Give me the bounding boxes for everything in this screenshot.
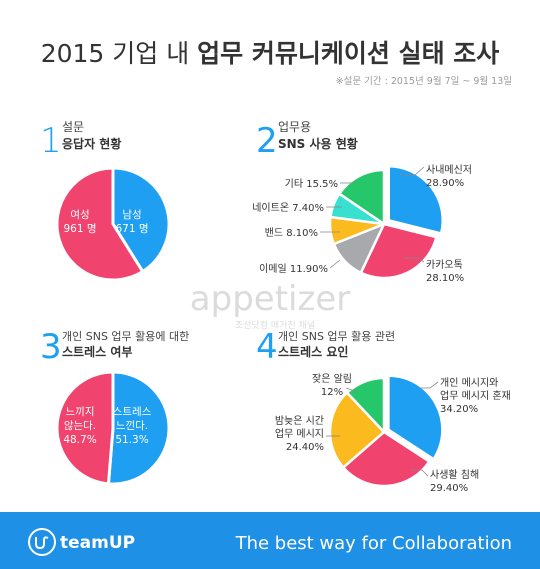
section-3-number: 3 bbox=[40, 327, 62, 367]
stress-inside-label: 51.3% bbox=[115, 434, 148, 446]
section-3-line2: 스트레스 여부 bbox=[62, 344, 132, 359]
slice-label: 업무 메시지 bbox=[275, 427, 324, 440]
slice-label: 사내메신저 bbox=[426, 164, 472, 176]
leader-line bbox=[400, 166, 425, 176]
slice-value: 28.10% bbox=[426, 273, 464, 284]
slice-label: 밤늦은 시간 bbox=[275, 415, 324, 427]
stress-pie-slice-0 bbox=[106, 370, 171, 486]
section-3-heading: 3 개인 SNS 업무 활용에 대한 스트레스 여부 bbox=[40, 327, 189, 367]
respondents-inside-label: 여성 bbox=[70, 209, 89, 221]
slice-label-nateon: 네이트온 7.40% bbox=[252, 202, 324, 214]
watermark-sub: 조선닷컴 매거진 채널 bbox=[235, 319, 315, 331]
respondents-pie-slice-1 bbox=[55, 166, 145, 282]
sns-pie-slice-5 bbox=[338, 168, 386, 226]
slice-label-band: 밴드 8.10% bbox=[265, 227, 318, 239]
slice-label: 잦은 알림 bbox=[312, 373, 352, 385]
slice-label-etc: 기타 15.5% bbox=[285, 178, 338, 190]
section-4-line2: 스트레스 요인 bbox=[278, 344, 348, 359]
watermark: appetizer 조선닷컴 매거진 채널 bbox=[190, 279, 350, 331]
slice-label: 카카오톡 bbox=[426, 259, 463, 271]
sns-pie-slice-0 bbox=[387, 165, 444, 235]
leader-line bbox=[420, 381, 439, 389]
slice-label: 업무 메시지 혼재 bbox=[440, 389, 511, 402]
section-4-heading: 4 개인 SNS 업무 활용 관련 스트레스 요인 bbox=[256, 327, 395, 367]
leader-line bbox=[410, 469, 429, 477]
page-title: 2015 기업 내 업무 커뮤니케이션 실태 조사 bbox=[41, 39, 500, 68]
section-1-number: 1 bbox=[40, 121, 62, 161]
section-2-line1: 업무용 bbox=[278, 120, 311, 134]
stress-inside-label: 스트레스 bbox=[113, 406, 152, 418]
factor-pie-slice-1 bbox=[342, 430, 431, 488]
slice-value: 29.40% bbox=[430, 483, 468, 494]
stress-inside-label: 느끼지 bbox=[66, 406, 95, 418]
leader-line bbox=[404, 257, 425, 263]
watermark-brand: appetizer bbox=[190, 279, 350, 319]
teamup-logo-icon bbox=[28, 528, 56, 556]
stress-inside-label: 48.7% bbox=[63, 434, 96, 446]
section-2-number: 2 bbox=[256, 121, 278, 161]
stress-inside-label: 않는다. bbox=[64, 420, 96, 432]
section-4-number: 4 bbox=[256, 327, 278, 367]
leader-line bbox=[345, 387, 359, 393]
section-1-line1: 설문 bbox=[62, 120, 84, 134]
sns-usage-labels: 사내메신저 28.90% 카카오톡 28.10% 이메일 11.90% 밴드 8… bbox=[252, 164, 472, 284]
sns-usage-pie-chart bbox=[328, 165, 444, 280]
footer-tagline: The best way for Collaboration bbox=[235, 533, 512, 554]
slice-value: 28.90% bbox=[426, 178, 464, 189]
stress-factor-pie-chart bbox=[328, 374, 444, 488]
respondents-inside-label: 671 명 bbox=[115, 223, 148, 235]
stress-inside-label: 느낀다. bbox=[116, 420, 148, 432]
factor-pie-slice-2 bbox=[328, 391, 386, 469]
respondents-inside-label: 961 명 bbox=[63, 223, 96, 235]
sns-pie-slice-1 bbox=[359, 222, 438, 280]
section-4-line1: 개인 SNS 업무 활용 관련 bbox=[278, 329, 395, 343]
footer-canvas: teamUP The best way for Collaboration bbox=[28, 528, 512, 556]
section-1-line2: 응답자 현황 bbox=[62, 136, 121, 151]
leader-line bbox=[329, 259, 341, 269]
teamup-logo-mark-icon bbox=[35, 536, 49, 550]
footer-brand: teamUP bbox=[60, 533, 135, 553]
footer-bar: teamUP The best way for Collaboration bbox=[0, 512, 540, 569]
respondents-pie-chart: 남성 671 명 여성 961 명 bbox=[55, 166, 171, 282]
section-1-heading: 1 설문 응답자 현황 bbox=[40, 120, 121, 161]
survey-period: ※설문 기간 : 2015년 9월 7일 ~ 9월 13일 bbox=[336, 75, 512, 87]
slice-value: 12% bbox=[321, 387, 343, 398]
slice-label-email: 이메일 11.90% bbox=[259, 263, 328, 275]
slice-label: 개인 메시지와 bbox=[440, 377, 498, 389]
stress-pie-slice-1 bbox=[55, 370, 115, 486]
stress-factor-labels: 개인 메시지와 업무 메시지 혼재 34.20% 사생활 침해 29.40% 밤… bbox=[275, 373, 511, 494]
respondents-inside-label: 남성 bbox=[122, 209, 141, 221]
factor-pie-slice-0 bbox=[387, 374, 444, 461]
infographic-canvas: 2015 기업 내 업무 커뮤니케이션 실태 조사 ※설문 기간 : 2015년… bbox=[40, 39, 512, 494]
section-2-line2: SNS 사용 현황 bbox=[278, 136, 358, 151]
slice-value: 24.40% bbox=[286, 442, 324, 453]
slice-label: 사생활 침해 bbox=[430, 468, 479, 481]
section-2-heading: 2 업무용 SNS 사용 현황 bbox=[256, 120, 358, 161]
section-3-line1: 개인 SNS 업무 활용에 대한 bbox=[62, 329, 189, 343]
slice-value: 34.20% bbox=[440, 404, 478, 415]
